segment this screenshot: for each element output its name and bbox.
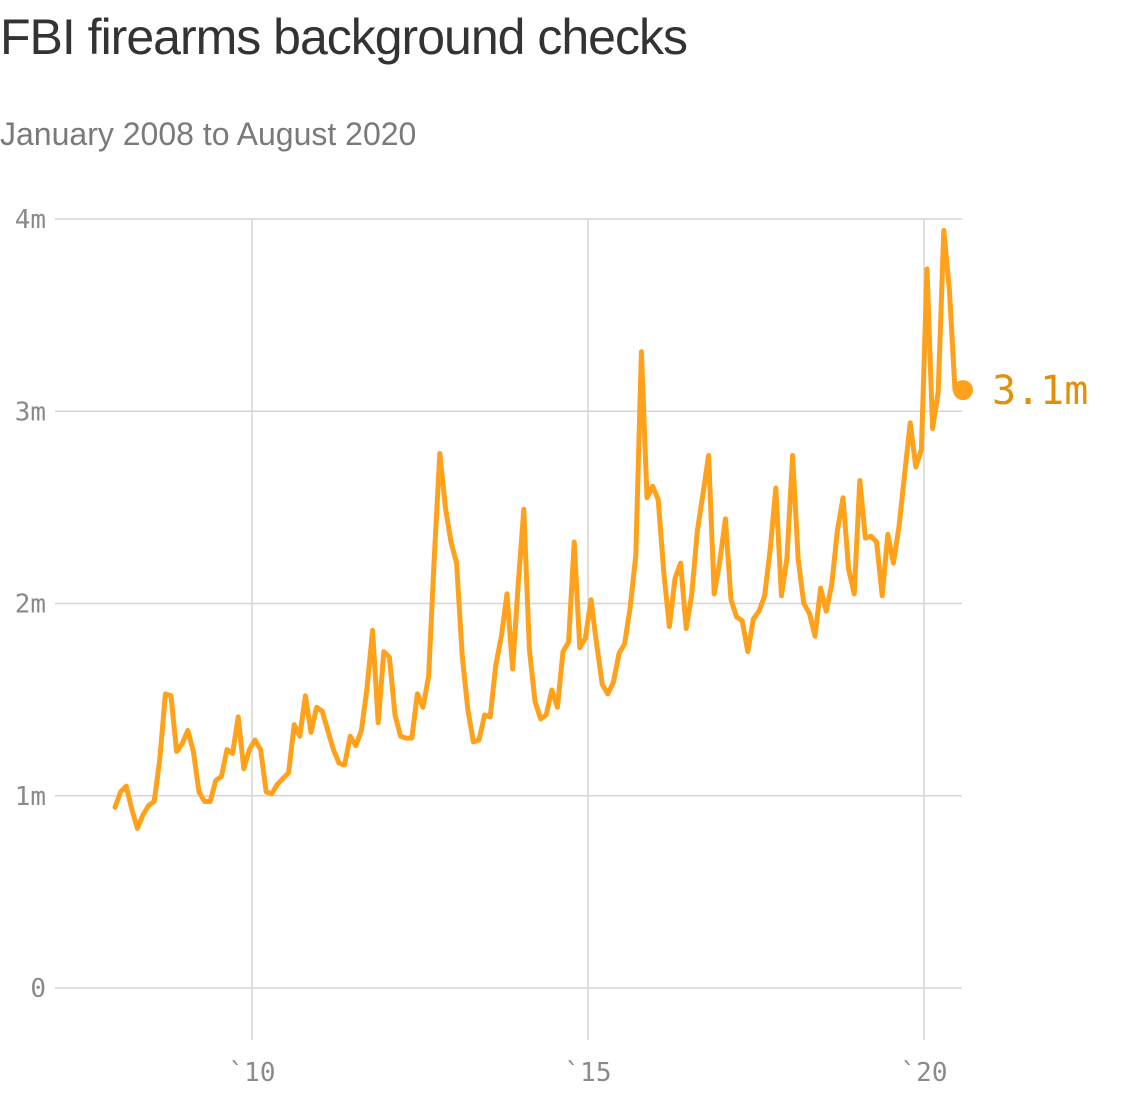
x-tick-label: `15 [565, 1058, 612, 1088]
chart-title: FBI firearms background checks [0, 9, 688, 65]
y-tick-label: 1m [15, 782, 46, 812]
y-tick-label: 2m [15, 590, 46, 620]
x-tick-label: `10 [229, 1058, 276, 1088]
end-point-marker [953, 380, 973, 401]
x-axis: `10 `15 `20 [229, 1058, 948, 1088]
series-group: 3.1m [112, 228, 1088, 831]
y-tick-label: 0 [30, 974, 46, 1004]
y-axis: 0 1m 2m 3m 4m [15, 205, 46, 1004]
series-line [112, 228, 958, 831]
y-tick-label: 3m [15, 397, 46, 427]
chart-subtitle: January 2008 to August 2020 [0, 116, 417, 152]
y-tick-label: 4m [15, 205, 46, 235]
x-tick-label: `20 [901, 1058, 948, 1088]
end-value-label: 3.1m [992, 368, 1088, 414]
